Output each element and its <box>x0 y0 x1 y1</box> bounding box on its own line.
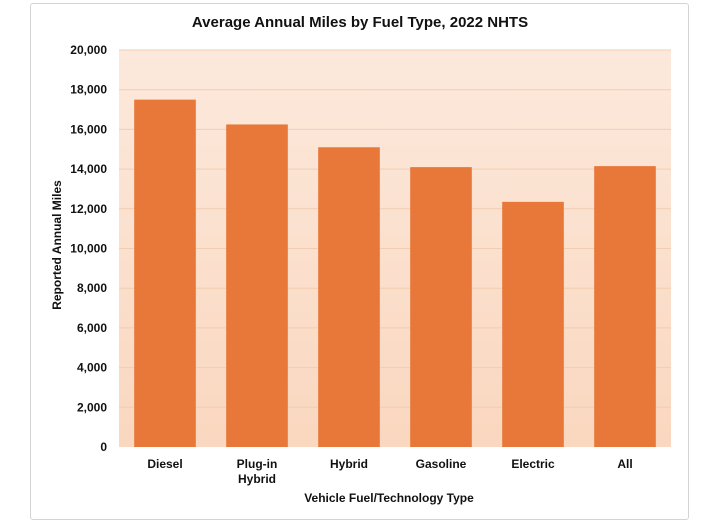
x-tick-label: All <box>617 457 632 471</box>
y-tick-label: 18,000 <box>70 83 107 97</box>
y-tick-label: 8,000 <box>77 281 107 295</box>
bar <box>134 99 196 447</box>
y-tick-label: 20,000 <box>70 43 107 57</box>
y-tick-label: 14,000 <box>70 162 107 176</box>
x-tick-label: Electric <box>511 457 555 471</box>
y-tick-label: 6,000 <box>77 321 107 335</box>
gridlines <box>119 49 671 408</box>
x-tick-label: Hybrid <box>330 457 368 471</box>
y-axis-title: Reported Annual Miles <box>50 180 64 310</box>
chart-title: Average Annual Miles by Fuel Type, 2022 … <box>191 14 529 31</box>
y-tick-label: 2,000 <box>77 400 107 414</box>
y-axis-ticks: 0 2,000 4,000 6,000 8,000 10,000 12,000 14,000 1… <box>70 43 107 454</box>
bar <box>594 166 656 447</box>
bar <box>226 124 288 447</box>
y-tick-label: 12,000 <box>70 202 107 216</box>
x-axis-ticks: Diesel Plug-in Hybrid Hybrid Gasoline Electri… <box>147 457 632 486</box>
x-axis-title: Vehicle Fuel/Technology Type <box>304 491 474 505</box>
y-tick-label: 16,000 <box>70 122 107 136</box>
bar <box>502 201 564 447</box>
y-tick-label: 10,000 <box>70 242 107 256</box>
y-tick-label: 4,000 <box>77 361 107 375</box>
bar <box>410 167 472 448</box>
x-tick-label: Diesel <box>147 457 182 471</box>
bars <box>134 99 656 448</box>
bar <box>318 147 380 447</box>
x-tick-label: Gasoline <box>416 457 467 471</box>
x-tick-label: Plug-in Hybrid <box>237 457 278 486</box>
y-tick-label: 0 <box>100 440 107 454</box>
